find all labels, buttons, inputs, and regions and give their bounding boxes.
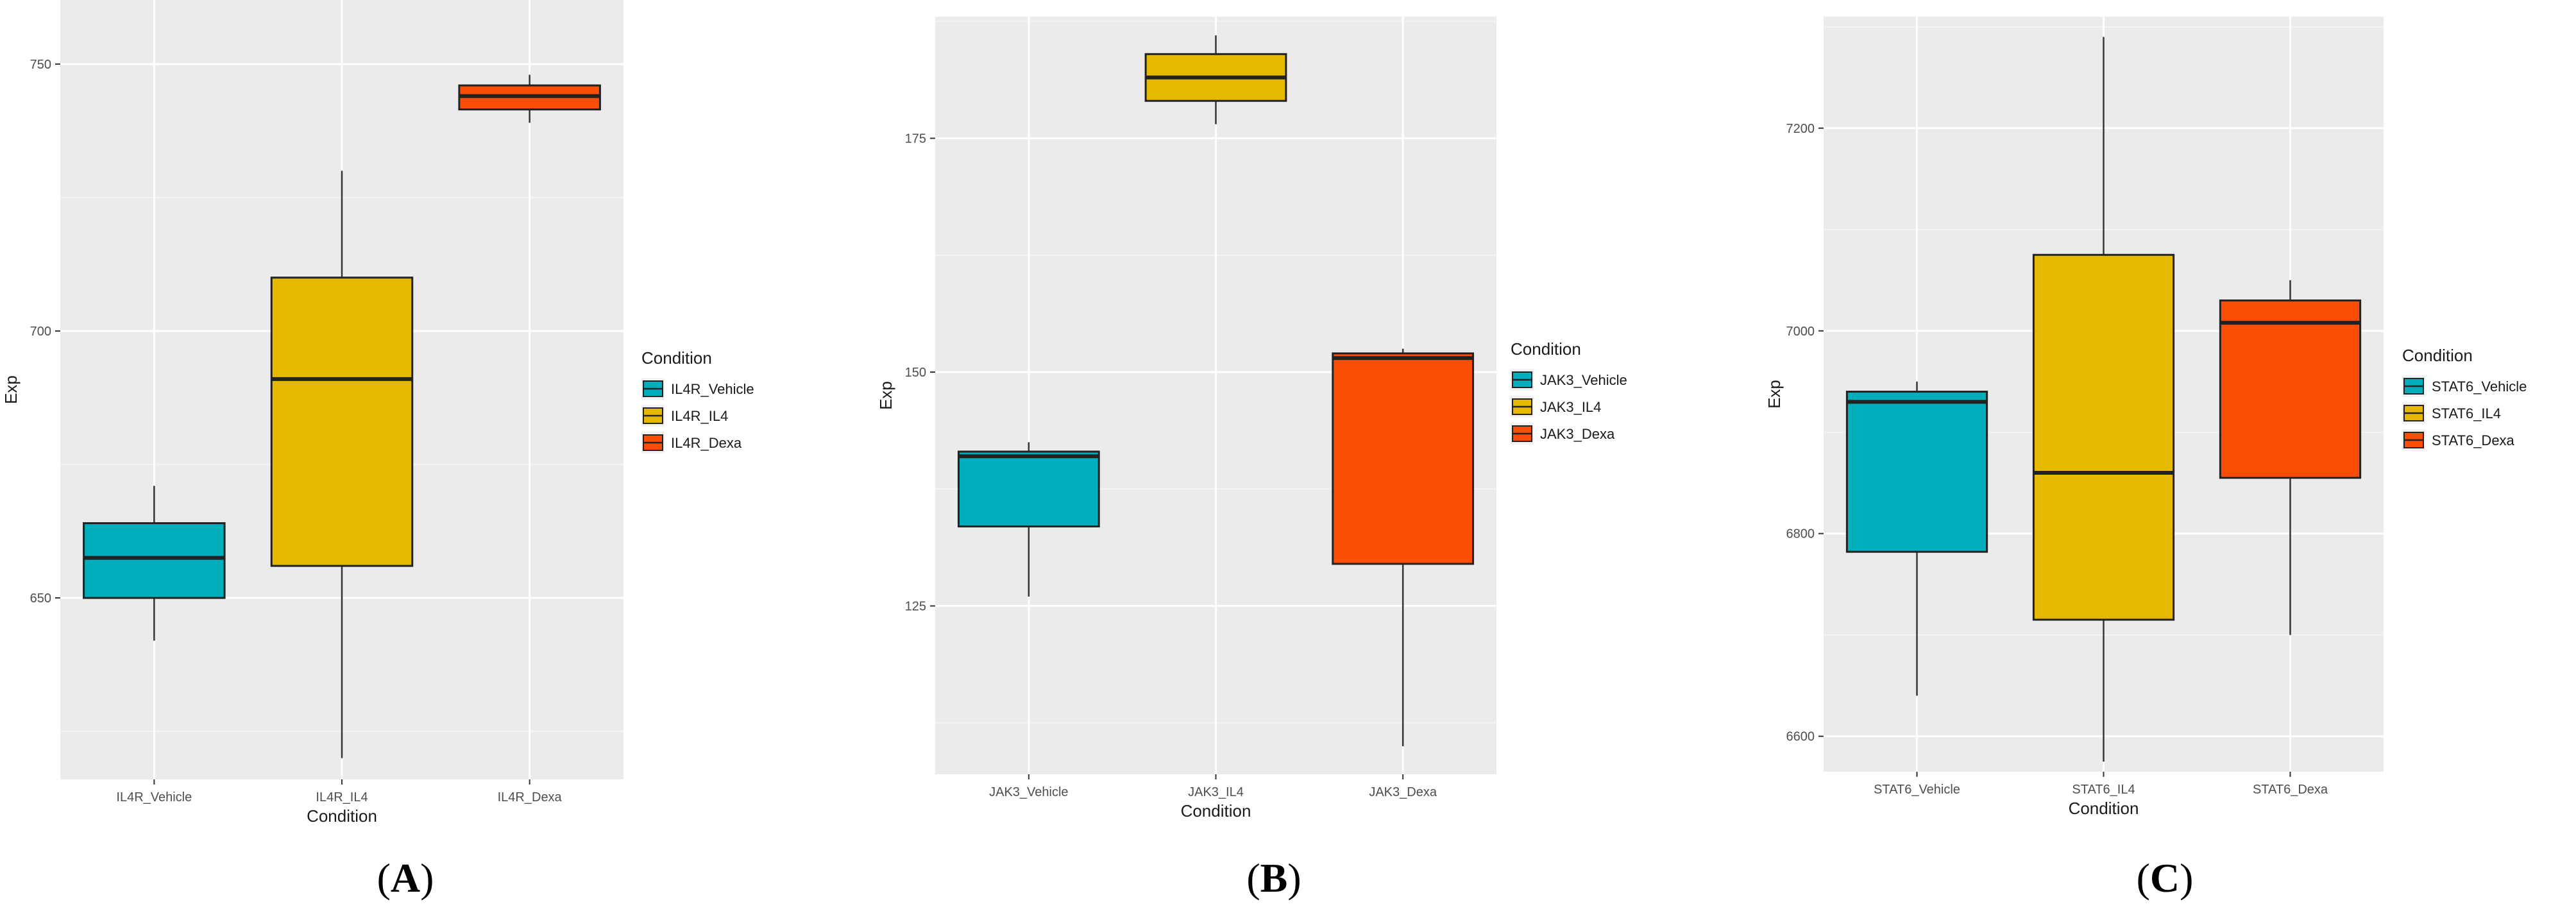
legend-title: Condition <box>641 348 712 368</box>
x-tick-label: JAK3_Dexa <box>1369 785 1437 799</box>
box-STAT6_Vehicle <box>1845 381 1988 696</box>
y-tick-label: 750 <box>30 58 51 72</box>
x-axis-ticks: JAK3_Vehicle JAK3_IL4 JAK3_Dexa <box>989 774 1437 799</box>
box-IL4R_IL4 <box>270 171 414 758</box>
legend-item: IL4R_Vehicle <box>641 378 754 400</box>
y-axis-title: Exp <box>1 375 21 404</box>
legend-item: JAK3_Dexa <box>1511 423 1615 445</box>
legend-item: STAT6_Dexa <box>2402 429 2515 451</box>
box-body <box>2219 299 2362 479</box>
y-tick-label: 6600 <box>1786 730 1815 744</box>
box-IL4R_Vehicle <box>83 486 226 641</box>
y-tick-label: 7000 <box>1786 325 1815 339</box>
x-tick-label: STAT6_IL4 <box>2072 783 2135 797</box>
x-axis-title: Condition <box>1181 801 1251 820</box>
box-JAK3_Dexa <box>1332 348 1475 747</box>
x-tick-label: STAT6_Dexa <box>2253 783 2328 797</box>
y-tick-label: 175 <box>905 132 926 146</box>
box-IL4R_Dexa <box>458 74 601 123</box>
box-STAT6_IL4 <box>2032 37 2175 762</box>
box-body <box>83 522 226 599</box>
legend: STAT6_Vehicle STAT6_IL4 STAT6_Dexa <box>2402 375 2527 451</box>
y-tick-label: 6800 <box>1786 527 1815 541</box>
legend: JAK3_Vehicle JAK3_IL4 JAK3_Dexa <box>1511 369 1627 445</box>
legend-label: IL4R_IL4 <box>671 408 728 424</box>
boxes <box>1845 37 2362 762</box>
x-axis-title: Condition <box>2069 799 2139 818</box>
box-STAT6_Dexa <box>2219 280 2362 635</box>
box-JAK3_IL4 <box>1144 35 1287 124</box>
box-body <box>2032 253 2175 621</box>
y-tick-label: 700 <box>30 325 51 339</box>
y-axis-title: Exp <box>1765 380 1784 409</box>
x-tick-label: STAT6_Vehicle <box>1874 783 1960 797</box>
legend-label: JAK3_Dexa <box>1540 426 1615 442</box>
box-JAK3_Vehicle <box>957 442 1100 597</box>
legend-title: Condition <box>2402 346 2473 365</box>
legend-label: JAK3_Vehicle <box>1540 372 1627 388</box>
x-axis-title: Condition <box>307 806 377 826</box>
y-tick-label: 7200 <box>1786 122 1815 136</box>
x-tick-label: JAK3_IL4 <box>1188 785 1244 799</box>
legend-item: STAT6_IL4 <box>2402 402 2501 424</box>
boxes <box>83 74 601 758</box>
box-body <box>270 276 414 567</box>
x-axis-ticks: STAT6_Vehicle STAT6_IL4 STAT6_Dexa <box>1874 772 2328 797</box>
legend-label: STAT6_IL4 <box>2432 405 2501 421</box>
x-tick-label: IL4R_IL4 <box>316 790 368 804</box>
legend-item: JAK3_Vehicle <box>1511 369 1627 391</box>
x-axis-ticks: IL4R_Vehicle IL4R_IL4 IL4R_Dexa <box>116 779 563 804</box>
panel-label: (B) <box>1246 855 1301 901</box>
y-tick-label: 150 <box>905 366 926 380</box>
y-tick-label: 125 <box>905 600 926 614</box>
panel-label: (A) <box>377 855 434 901</box>
legend-item: JAK3_IL4 <box>1511 396 1601 418</box>
x-tick-label: IL4R_Dexa <box>498 790 563 804</box>
legend: IL4R_Vehicle IL4R_IL4 IL4R_Dexa <box>641 378 754 454</box>
y-tick-label: 650 <box>30 591 51 606</box>
y-axis-ticks: 125 150 175 <box>905 132 935 614</box>
y-axis-ticks: 650 700 750 <box>30 58 60 606</box>
x-tick-label: JAK3_Vehicle <box>989 785 1068 799</box>
box-body <box>1332 352 1475 565</box>
box-body <box>1845 391 1988 553</box>
legend-label: STAT6_Vehicle <box>2432 378 2527 395</box>
x-tick-label: IL4R_Vehicle <box>116 790 192 804</box>
legend-label: IL4R_Vehicle <box>671 381 754 397</box>
legend-item: IL4R_Dexa <box>641 432 742 454</box>
legend-label: STAT6_Dexa <box>2432 432 2515 448</box>
legend-item: STAT6_Vehicle <box>2402 375 2527 397</box>
legend-label: IL4R_Dexa <box>671 435 742 451</box>
legend-label: JAK3_IL4 <box>1540 399 1601 415</box>
box-body <box>957 450 1100 528</box>
y-axis-title: Exp <box>876 381 895 410</box>
legend-title: Condition <box>1511 339 1581 359</box>
legend-item: IL4R_IL4 <box>641 405 728 427</box>
y-axis-ticks: 6600 6800 7000 7200 <box>1786 122 1824 744</box>
panel-label: (C) <box>2137 855 2194 901</box>
boxes <box>957 35 1475 747</box>
